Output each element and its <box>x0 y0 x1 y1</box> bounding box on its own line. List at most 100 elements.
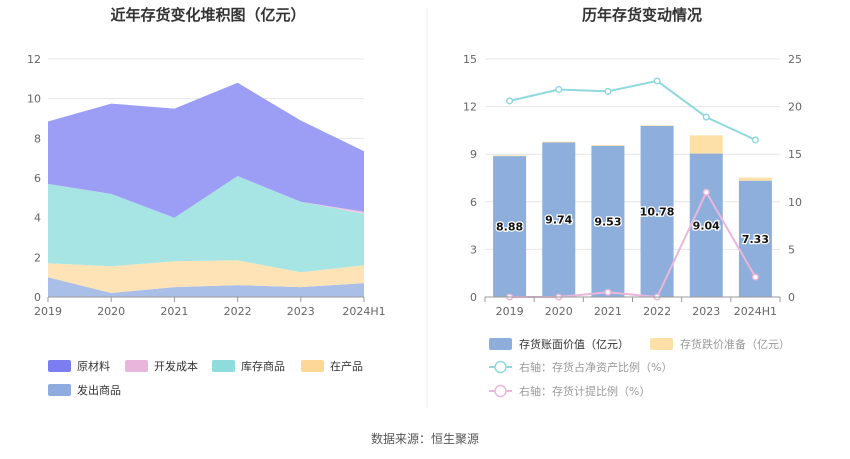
line-point-0-2024H1 <box>751 136 759 144</box>
left-chart-axis: 0 2 4 6 8 10 12 2019 2020 2021 2022 2023 2024H1 <box>27 53 386 318</box>
bar-1-2019 <box>493 155 527 157</box>
left-y-tick-label: 4 <box>34 212 41 225</box>
right-legend-line-item[interactable]: 右轴：存货占净资产比例（%） <box>489 360 672 374</box>
bar-1-2024H1 <box>738 177 772 181</box>
bar-1-2023 <box>689 135 723 154</box>
line-point-0-2020 <box>555 85 563 94</box>
legend-swatch <box>125 360 148 372</box>
bar-0-2023 <box>689 153 723 297</box>
bar-value-label: 9.74 <box>545 214 572 227</box>
legend-label: 右轴：存货计提比例（%） <box>519 384 650 398</box>
right-right-axis-tick-label: 10 <box>788 196 802 209</box>
legend-swatch <box>489 338 512 350</box>
left-legend-item[interactable]: 库存商品 <box>212 359 285 373</box>
legend-label: 库存商品 <box>241 359 285 373</box>
right-left-axis-tick-label: 15 <box>463 53 477 66</box>
legend-swatch <box>48 384 71 396</box>
line-point-1-2024H1 <box>751 273 759 281</box>
left-x-tick-label: 2023 <box>287 305 315 318</box>
right-chart-title: 历年存货变动情况 <box>582 6 702 24</box>
left-y-tick-label: 0 <box>34 291 41 304</box>
right-chart-bars: 8.88 9.74 9.53 10.78 9.04 7.33 <box>493 125 772 297</box>
left-chart-areas <box>48 82 364 297</box>
line-series-0 <box>509 79 756 141</box>
right-right-axis-tick-label: 5 <box>788 243 795 256</box>
right-legend-bar-item[interactable]: 存货跌价准备（亿元） <box>650 337 790 351</box>
area-series-1 <box>48 260 364 293</box>
right-left-axis-tick-label: 0 <box>470 291 477 304</box>
right-x-tick-label: 2023 <box>692 305 720 318</box>
legend-swatch <box>650 338 673 350</box>
right-legend-line-item[interactable]: 右轴：存货计提比例（%） <box>489 384 650 398</box>
right-right-axis-tick-label: 15 <box>788 148 802 161</box>
line-point-0-2021 <box>604 87 612 95</box>
right-right-axis-tick-label: 20 <box>788 101 802 114</box>
right-x-tick-label: 2022 <box>643 305 671 318</box>
right-chart-legend[interactable]: 存货账面价值（亿元） 存货跌价准备（亿元） 右轴：存货占净资产比例（%） 右轴：存货计… <box>489 337 790 398</box>
left-chart-title: 近年存货变化堆积图（亿元） <box>110 6 305 24</box>
bar-value-label: 10.78 <box>640 205 675 218</box>
left-legend-item[interactable]: 发出商品 <box>48 383 121 397</box>
legend-swatch <box>212 360 235 372</box>
area-series-2 <box>48 176 364 273</box>
right-x-tick-label: 2020 <box>545 305 573 318</box>
right-legend-bar-item[interactable]: 存货账面价值（亿元） <box>489 337 629 351</box>
right-right-axis-tick-label: 25 <box>788 53 802 66</box>
right-chart-grid <box>485 58 780 298</box>
left-y-tick-label: 8 <box>34 132 41 145</box>
area-series-4 <box>48 82 364 218</box>
source-note: 数据来源：恒生聚源 <box>371 431 479 446</box>
bar-value-label: 8.88 <box>496 221 523 234</box>
left-x-tick-label: 2019 <box>34 305 62 318</box>
left-legend-item[interactable]: 在产品 <box>301 359 363 373</box>
right-left-axis-tick-label: 6 <box>470 196 477 209</box>
left-legend-item[interactable]: 原材料 <box>48 359 110 373</box>
legend-label: 发出商品 <box>77 383 121 397</box>
line-point-0-2023 <box>702 113 710 121</box>
line-point-1-2023 <box>702 188 710 196</box>
bar-0-2021 <box>591 145 625 297</box>
right-x-tick-label: 2024H1 <box>734 305 777 318</box>
left-x-tick-label: 2022 <box>224 305 252 318</box>
right-left-axis-tick-label: 12 <box>463 101 477 114</box>
left-legend-item[interactable]: 开发成本 <box>125 359 198 373</box>
bar-1-2020 <box>542 141 576 143</box>
left-y-tick-label: 12 <box>27 53 41 66</box>
left-x-tick-label: 2020 <box>97 305 125 318</box>
bar-value-label: 9.53 <box>594 215 621 228</box>
legend-label: 存货账面价值（亿元） <box>519 337 629 351</box>
right-x-tick-label: 2021 <box>594 305 622 318</box>
bar-1-2022 <box>640 125 674 126</box>
legend-label: 在产品 <box>330 359 363 373</box>
line-point-0-2022 <box>653 77 661 85</box>
bar-0-2022 <box>640 125 674 297</box>
legend-label: 开发成本 <box>154 359 198 373</box>
line-point-0-2019 <box>506 97 514 105</box>
left-y-tick-label: 10 <box>27 93 41 106</box>
bar-1-2021 <box>591 144 625 146</box>
right-left-axis-tick-label: 9 <box>470 148 477 161</box>
left-y-tick-label: 2 <box>34 251 41 264</box>
area-series-0 <box>48 277 364 297</box>
right-chart-axis: 0 3 6 9 12 15 0 5 10 15 20 25 2019 2020 2021 2022 2023 20… <box>463 53 802 318</box>
bar-0-2019 <box>493 156 527 297</box>
legend-label: 存货跌价准备（亿元） <box>680 337 790 351</box>
legend-marker <box>494 384 507 398</box>
bar-0-2020 <box>542 142 576 297</box>
right-x-tick-label: 2019 <box>496 305 524 318</box>
bar-value-label: 7.33 <box>742 233 769 246</box>
legend-marker <box>494 360 507 374</box>
line-point-1-2021 <box>604 288 612 296</box>
bar-value-label: 9.04 <box>693 219 720 232</box>
right-right-axis-tick-label: 0 <box>788 291 795 304</box>
left-y-tick-label: 6 <box>34 172 41 185</box>
legend-swatch <box>48 360 71 372</box>
legend-swatch <box>301 360 324 372</box>
legend-label: 原材料 <box>77 359 110 373</box>
left-x-tick-label: 2024H1 <box>342 305 385 318</box>
right-left-axis-tick-label: 3 <box>470 243 477 256</box>
left-x-tick-label: 2021 <box>160 305 188 318</box>
legend-label: 右轴：存货占净资产比例（%） <box>519 360 672 374</box>
